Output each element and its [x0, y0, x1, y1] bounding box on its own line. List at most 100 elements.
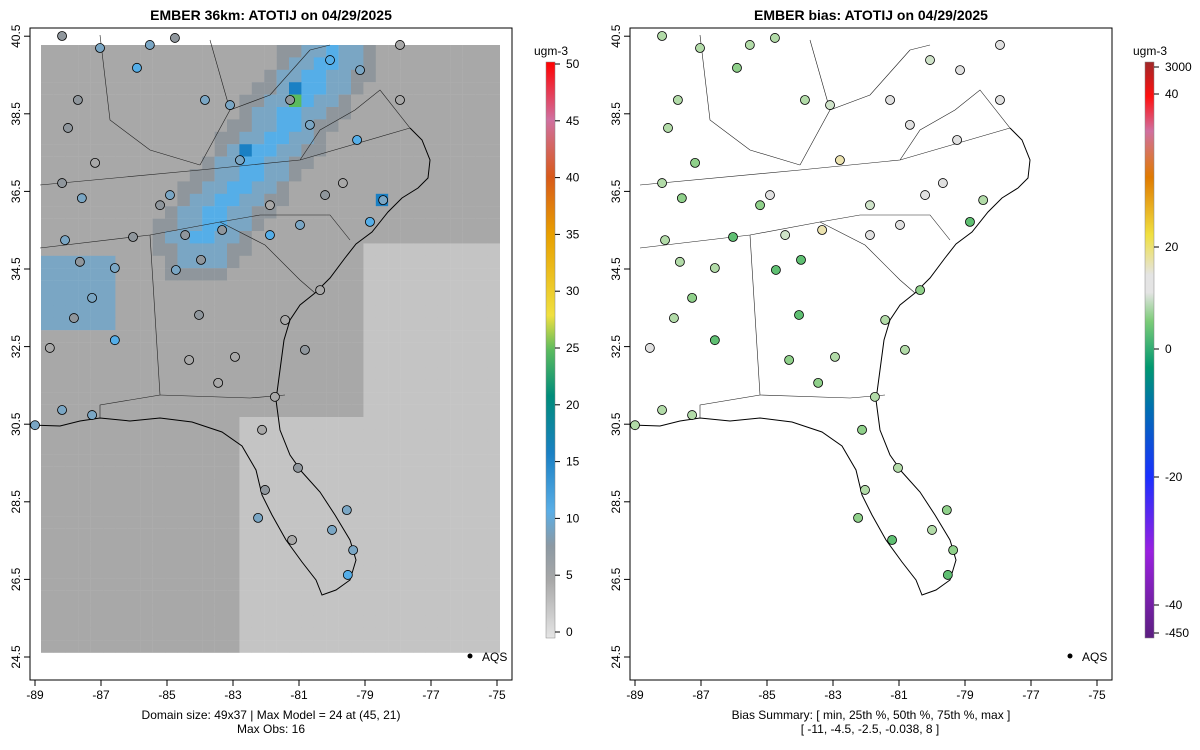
grid-cell: [338, 156, 352, 170]
grid-cell: [276, 305, 290, 318]
grid-cell: [214, 541, 228, 554]
grid-cell: [251, 206, 265, 219]
grid-cell: [140, 69, 153, 83]
grid-cell: [351, 466, 364, 480]
station-marker: [887, 535, 897, 545]
grid-cell: [487, 317, 500, 331]
grid-cell: [177, 491, 190, 504]
grid-cell: [251, 107, 265, 120]
grid-cell: [214, 367, 228, 380]
grid-cell: [363, 491, 376, 504]
grid-cell: [313, 218, 327, 232]
grid-cell: [487, 355, 500, 368]
station-marker: [325, 55, 335, 65]
grid-cell: [90, 528, 104, 542]
grid-cell: [140, 107, 153, 120]
grid-cell: [437, 144, 451, 157]
grid-cell: [103, 541, 116, 554]
grid-cell: [437, 565, 451, 579]
grid-cell: [400, 578, 414, 591]
grid-cell: [338, 541, 352, 554]
grid-cell: [152, 541, 166, 554]
grid-cell: [425, 193, 438, 207]
grid-cell: [487, 541, 500, 554]
grid-cell: [227, 541, 240, 554]
grid-cell: [363, 82, 376, 95]
grid-cell: [177, 404, 190, 418]
grid-cell: [301, 107, 314, 120]
grid-cell: [363, 206, 376, 219]
grid-cell: [103, 131, 116, 145]
grid-cell: [227, 367, 240, 380]
grid-cell: [313, 206, 327, 219]
grid-cell: [388, 603, 401, 616]
grid-cell: [127, 379, 141, 393]
colorbar-tick-label: 0: [566, 625, 573, 639]
station-marker: [352, 135, 362, 145]
grid-cell: [152, 466, 166, 480]
grid-cell: [450, 45, 463, 58]
grid-cell: [388, 503, 401, 517]
grid-cell: [239, 590, 252, 604]
y-tick-label: 28.5: [609, 490, 623, 514]
grid-cell: [475, 293, 488, 306]
grid-cell: [127, 45, 141, 58]
grid-cell: [475, 119, 488, 132]
grid-cell: [127, 454, 141, 467]
grid-cell: [301, 243, 314, 256]
grid-cell: [227, 330, 240, 343]
grid-cell: [413, 280, 426, 294]
grid-cell: [413, 45, 426, 58]
x-tick-label: -85: [158, 688, 176, 702]
grid-cell: [189, 280, 203, 294]
grid-cell: [53, 627, 66, 641]
grid-cell: [165, 640, 178, 653]
grid-cell: [351, 231, 364, 244]
grid-cell: [189, 615, 203, 628]
grid-cell: [189, 342, 203, 356]
grid-cell: [425, 169, 438, 182]
grid-cell: [78, 553, 91, 566]
grid-cell: [363, 603, 376, 616]
grid-cell: [475, 280, 488, 294]
grid-cell: [338, 255, 352, 269]
grid-cell: [375, 355, 389, 368]
grid-cell: [214, 255, 228, 269]
grid-cell: [103, 144, 116, 157]
grid-cell: [375, 268, 389, 281]
grid-cell: [289, 57, 302, 70]
grid-cell: [127, 541, 141, 554]
grid-cell: [437, 367, 451, 380]
grid-cell: [90, 516, 104, 529]
grid-cell: [437, 503, 451, 517]
grid-cell: [487, 603, 500, 616]
grid-cell: [289, 355, 302, 368]
grid-cell: [301, 491, 314, 504]
grid-cell: [78, 578, 91, 591]
station-marker: [304, 119, 315, 130]
grid-cell: [276, 553, 290, 566]
grid-cell: [413, 330, 426, 343]
state-border: [909, 44, 931, 51]
grid-cell: [425, 330, 438, 343]
grid-cell: [90, 565, 104, 579]
grid-cell: [326, 280, 339, 294]
grid-cell: [202, 57, 215, 70]
grid-cell: [53, 218, 66, 232]
y-tick-label: 24.5: [609, 645, 623, 669]
grid-cell: [388, 590, 401, 604]
grid-cell: [313, 243, 327, 256]
legend-label: AQS: [482, 650, 507, 664]
grid-cell: [450, 280, 463, 294]
station-marker: [813, 377, 824, 388]
grid-cell: [338, 528, 352, 542]
grid-cell: [177, 305, 190, 318]
grid-cell: [90, 131, 104, 145]
y-tick-label: 34.5: [9, 257, 23, 281]
grid-cell: [127, 94, 141, 108]
grid-cell: [276, 491, 290, 504]
grid-cell: [388, 392, 401, 405]
grid-cell: [227, 293, 240, 306]
grid-cell: [53, 305, 66, 318]
grid-cell: [41, 590, 54, 604]
